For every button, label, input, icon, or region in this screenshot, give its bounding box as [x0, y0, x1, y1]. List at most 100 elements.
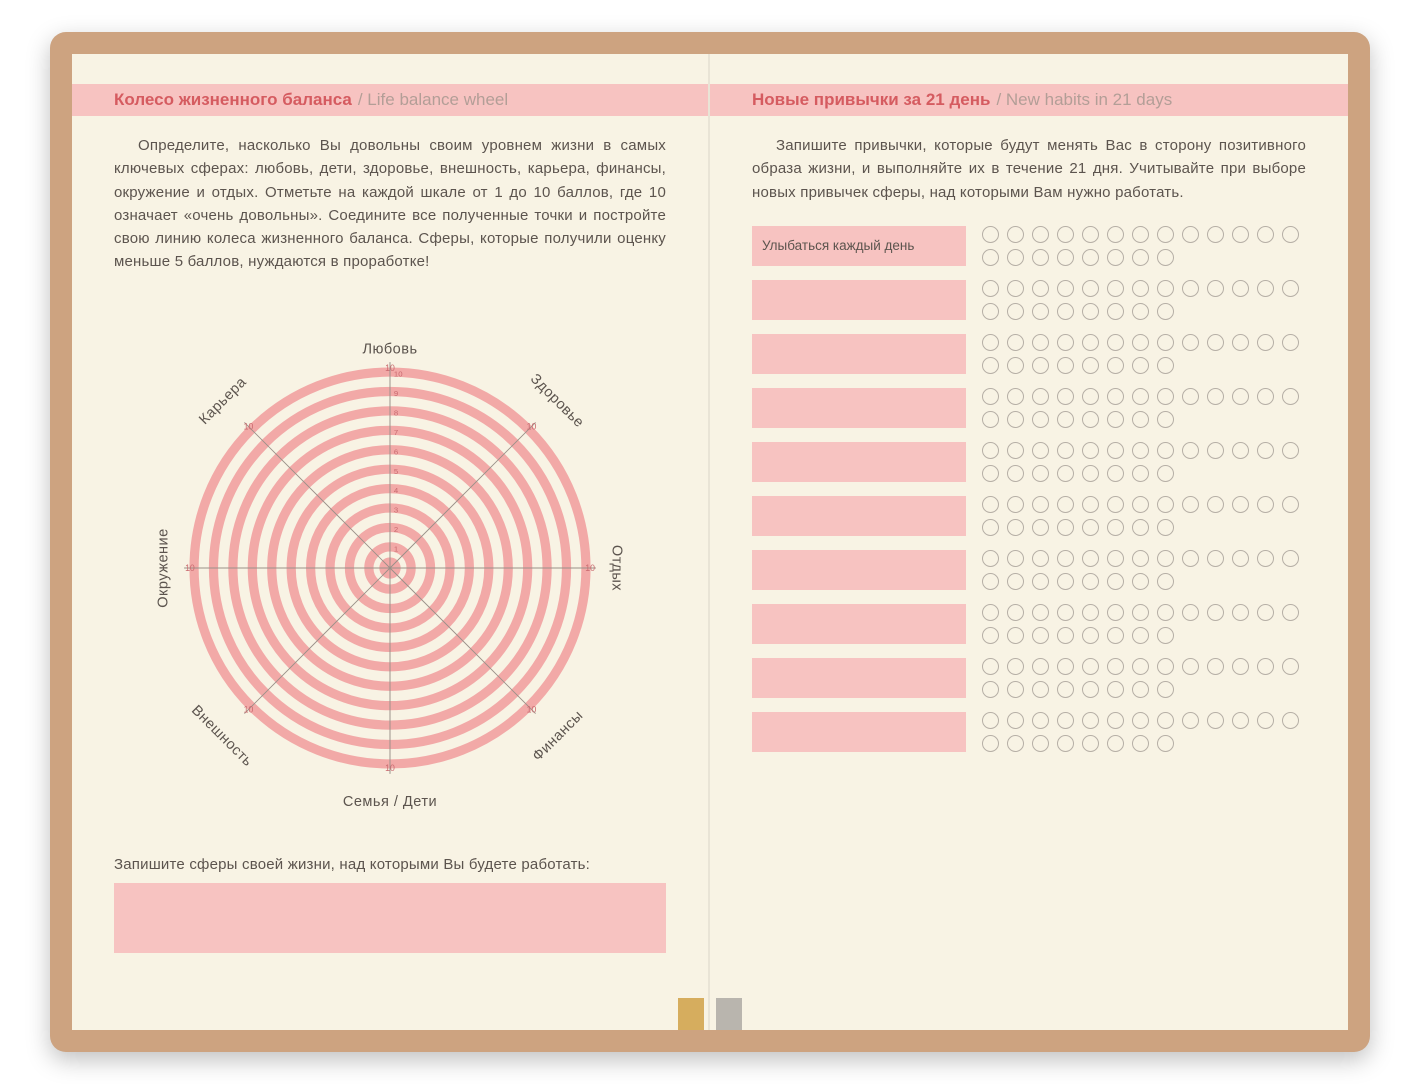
habit-label-field[interactable] [752, 442, 966, 482]
habit-day-circle[interactable] [1082, 226, 1099, 243]
habit-day-circle[interactable] [982, 388, 999, 405]
habit-day-circle[interactable] [1007, 465, 1024, 482]
habit-day-circle[interactable] [1107, 681, 1124, 698]
habit-day-circle[interactable] [1057, 280, 1074, 297]
habit-day-circle[interactable] [1057, 465, 1074, 482]
habit-day-circle[interactable] [1182, 712, 1199, 729]
habit-day-circle[interactable] [1007, 519, 1024, 536]
habit-day-circle[interactable] [1257, 496, 1274, 513]
habit-day-circle[interactable] [1032, 712, 1049, 729]
habit-day-circle[interactable] [1157, 735, 1174, 752]
habit-day-circle[interactable] [1082, 442, 1099, 459]
habit-day-circle[interactable] [1007, 388, 1024, 405]
habit-day-circle[interactable] [1107, 249, 1124, 266]
habit-day-circle[interactable] [982, 303, 999, 320]
habit-day-circle[interactable] [1257, 550, 1274, 567]
habit-day-circle[interactable] [1132, 388, 1149, 405]
habit-day-circle[interactable] [1282, 388, 1299, 405]
habit-day-circle[interactable] [1257, 604, 1274, 621]
habit-day-circle[interactable] [1157, 334, 1174, 351]
habit-day-circle[interactable] [1282, 442, 1299, 459]
habit-label-field[interactable] [752, 658, 966, 698]
habit-day-circle[interactable] [1007, 627, 1024, 644]
habit-day-circle[interactable] [1107, 496, 1124, 513]
habit-day-circle[interactable] [982, 658, 999, 675]
habit-day-circle[interactable] [1157, 411, 1174, 428]
habit-day-circle[interactable] [982, 249, 999, 266]
habit-day-circle[interactable] [982, 550, 999, 567]
habit-day-circle[interactable] [1232, 280, 1249, 297]
habit-day-circle[interactable] [1057, 735, 1074, 752]
habit-day-circle[interactable] [1132, 550, 1149, 567]
habit-day-circle[interactable] [1057, 388, 1074, 405]
habit-day-circle[interactable] [1032, 604, 1049, 621]
habit-day-circle[interactable] [1007, 604, 1024, 621]
writein-field[interactable] [114, 883, 666, 953]
habit-day-circle[interactable] [1132, 712, 1149, 729]
habit-day-circle[interactable] [1057, 627, 1074, 644]
habit-day-circle[interactable] [1082, 334, 1099, 351]
habit-day-circle[interactable] [1157, 303, 1174, 320]
habit-day-circle[interactable] [1132, 681, 1149, 698]
habit-day-circle[interactable] [1032, 303, 1049, 320]
habit-label-field[interactable] [752, 388, 966, 428]
habit-day-circle[interactable] [1107, 411, 1124, 428]
habit-day-circle[interactable] [1132, 357, 1149, 374]
habit-day-circle[interactable] [1157, 550, 1174, 567]
habit-day-circle[interactable] [982, 573, 999, 590]
habit-day-circle[interactable] [1182, 496, 1199, 513]
habit-day-circle[interactable] [1082, 357, 1099, 374]
habit-day-circle[interactable] [1282, 550, 1299, 567]
habit-day-circle[interactable] [1082, 627, 1099, 644]
habit-day-circle[interactable] [1157, 442, 1174, 459]
habit-day-circle[interactable] [1257, 712, 1274, 729]
habit-day-circle[interactable] [1007, 681, 1024, 698]
habit-label-field[interactable] [752, 604, 966, 644]
habit-day-circle[interactable] [1182, 550, 1199, 567]
habit-day-circle[interactable] [1032, 357, 1049, 374]
habit-day-circle[interactable] [1132, 573, 1149, 590]
habit-day-circle[interactable] [982, 519, 999, 536]
habit-day-circle[interactable] [1032, 249, 1049, 266]
habit-day-circle[interactable] [1157, 465, 1174, 482]
habit-day-circle[interactable] [1257, 280, 1274, 297]
habit-day-circle[interactable] [1057, 496, 1074, 513]
habit-day-circle[interactable] [982, 465, 999, 482]
habit-day-circle[interactable] [1157, 519, 1174, 536]
habit-day-circle[interactable] [1232, 226, 1249, 243]
habit-day-circle[interactable] [1057, 658, 1074, 675]
habit-day-circle[interactable] [1157, 573, 1174, 590]
habit-day-circle[interactable] [1132, 658, 1149, 675]
habit-day-circle[interactable] [1032, 388, 1049, 405]
habit-day-circle[interactable] [1007, 735, 1024, 752]
habit-day-circle[interactable] [1007, 442, 1024, 459]
habit-day-circle[interactable] [1232, 496, 1249, 513]
habit-day-circle[interactable] [1007, 712, 1024, 729]
habit-day-circle[interactable] [1157, 388, 1174, 405]
habit-day-circle[interactable] [1057, 712, 1074, 729]
habit-day-circle[interactable] [1132, 249, 1149, 266]
habit-day-circle[interactable] [1107, 303, 1124, 320]
habit-day-circle[interactable] [1107, 712, 1124, 729]
habit-day-circle[interactable] [1082, 280, 1099, 297]
habit-day-circle[interactable] [982, 226, 999, 243]
habit-day-circle[interactable] [1057, 573, 1074, 590]
habit-day-circle[interactable] [1057, 550, 1074, 567]
habit-day-circle[interactable] [1157, 627, 1174, 644]
habit-day-circle[interactable] [1282, 496, 1299, 513]
habit-day-circle[interactable] [982, 411, 999, 428]
habit-day-circle[interactable] [1157, 249, 1174, 266]
habit-label-field[interactable] [752, 496, 966, 536]
habit-day-circle[interactable] [1132, 303, 1149, 320]
habit-day-circle[interactable] [1257, 442, 1274, 459]
habit-day-circle[interactable] [1032, 550, 1049, 567]
habit-day-circle[interactable] [1232, 604, 1249, 621]
habit-day-circle[interactable] [1182, 226, 1199, 243]
habit-day-circle[interactable] [982, 735, 999, 752]
habit-day-circle[interactable] [1007, 249, 1024, 266]
habit-day-circle[interactable] [1032, 280, 1049, 297]
habit-day-circle[interactable] [1082, 249, 1099, 266]
habit-day-circle[interactable] [1032, 226, 1049, 243]
habit-day-circle[interactable] [982, 334, 999, 351]
habit-day-circle[interactable] [1182, 442, 1199, 459]
